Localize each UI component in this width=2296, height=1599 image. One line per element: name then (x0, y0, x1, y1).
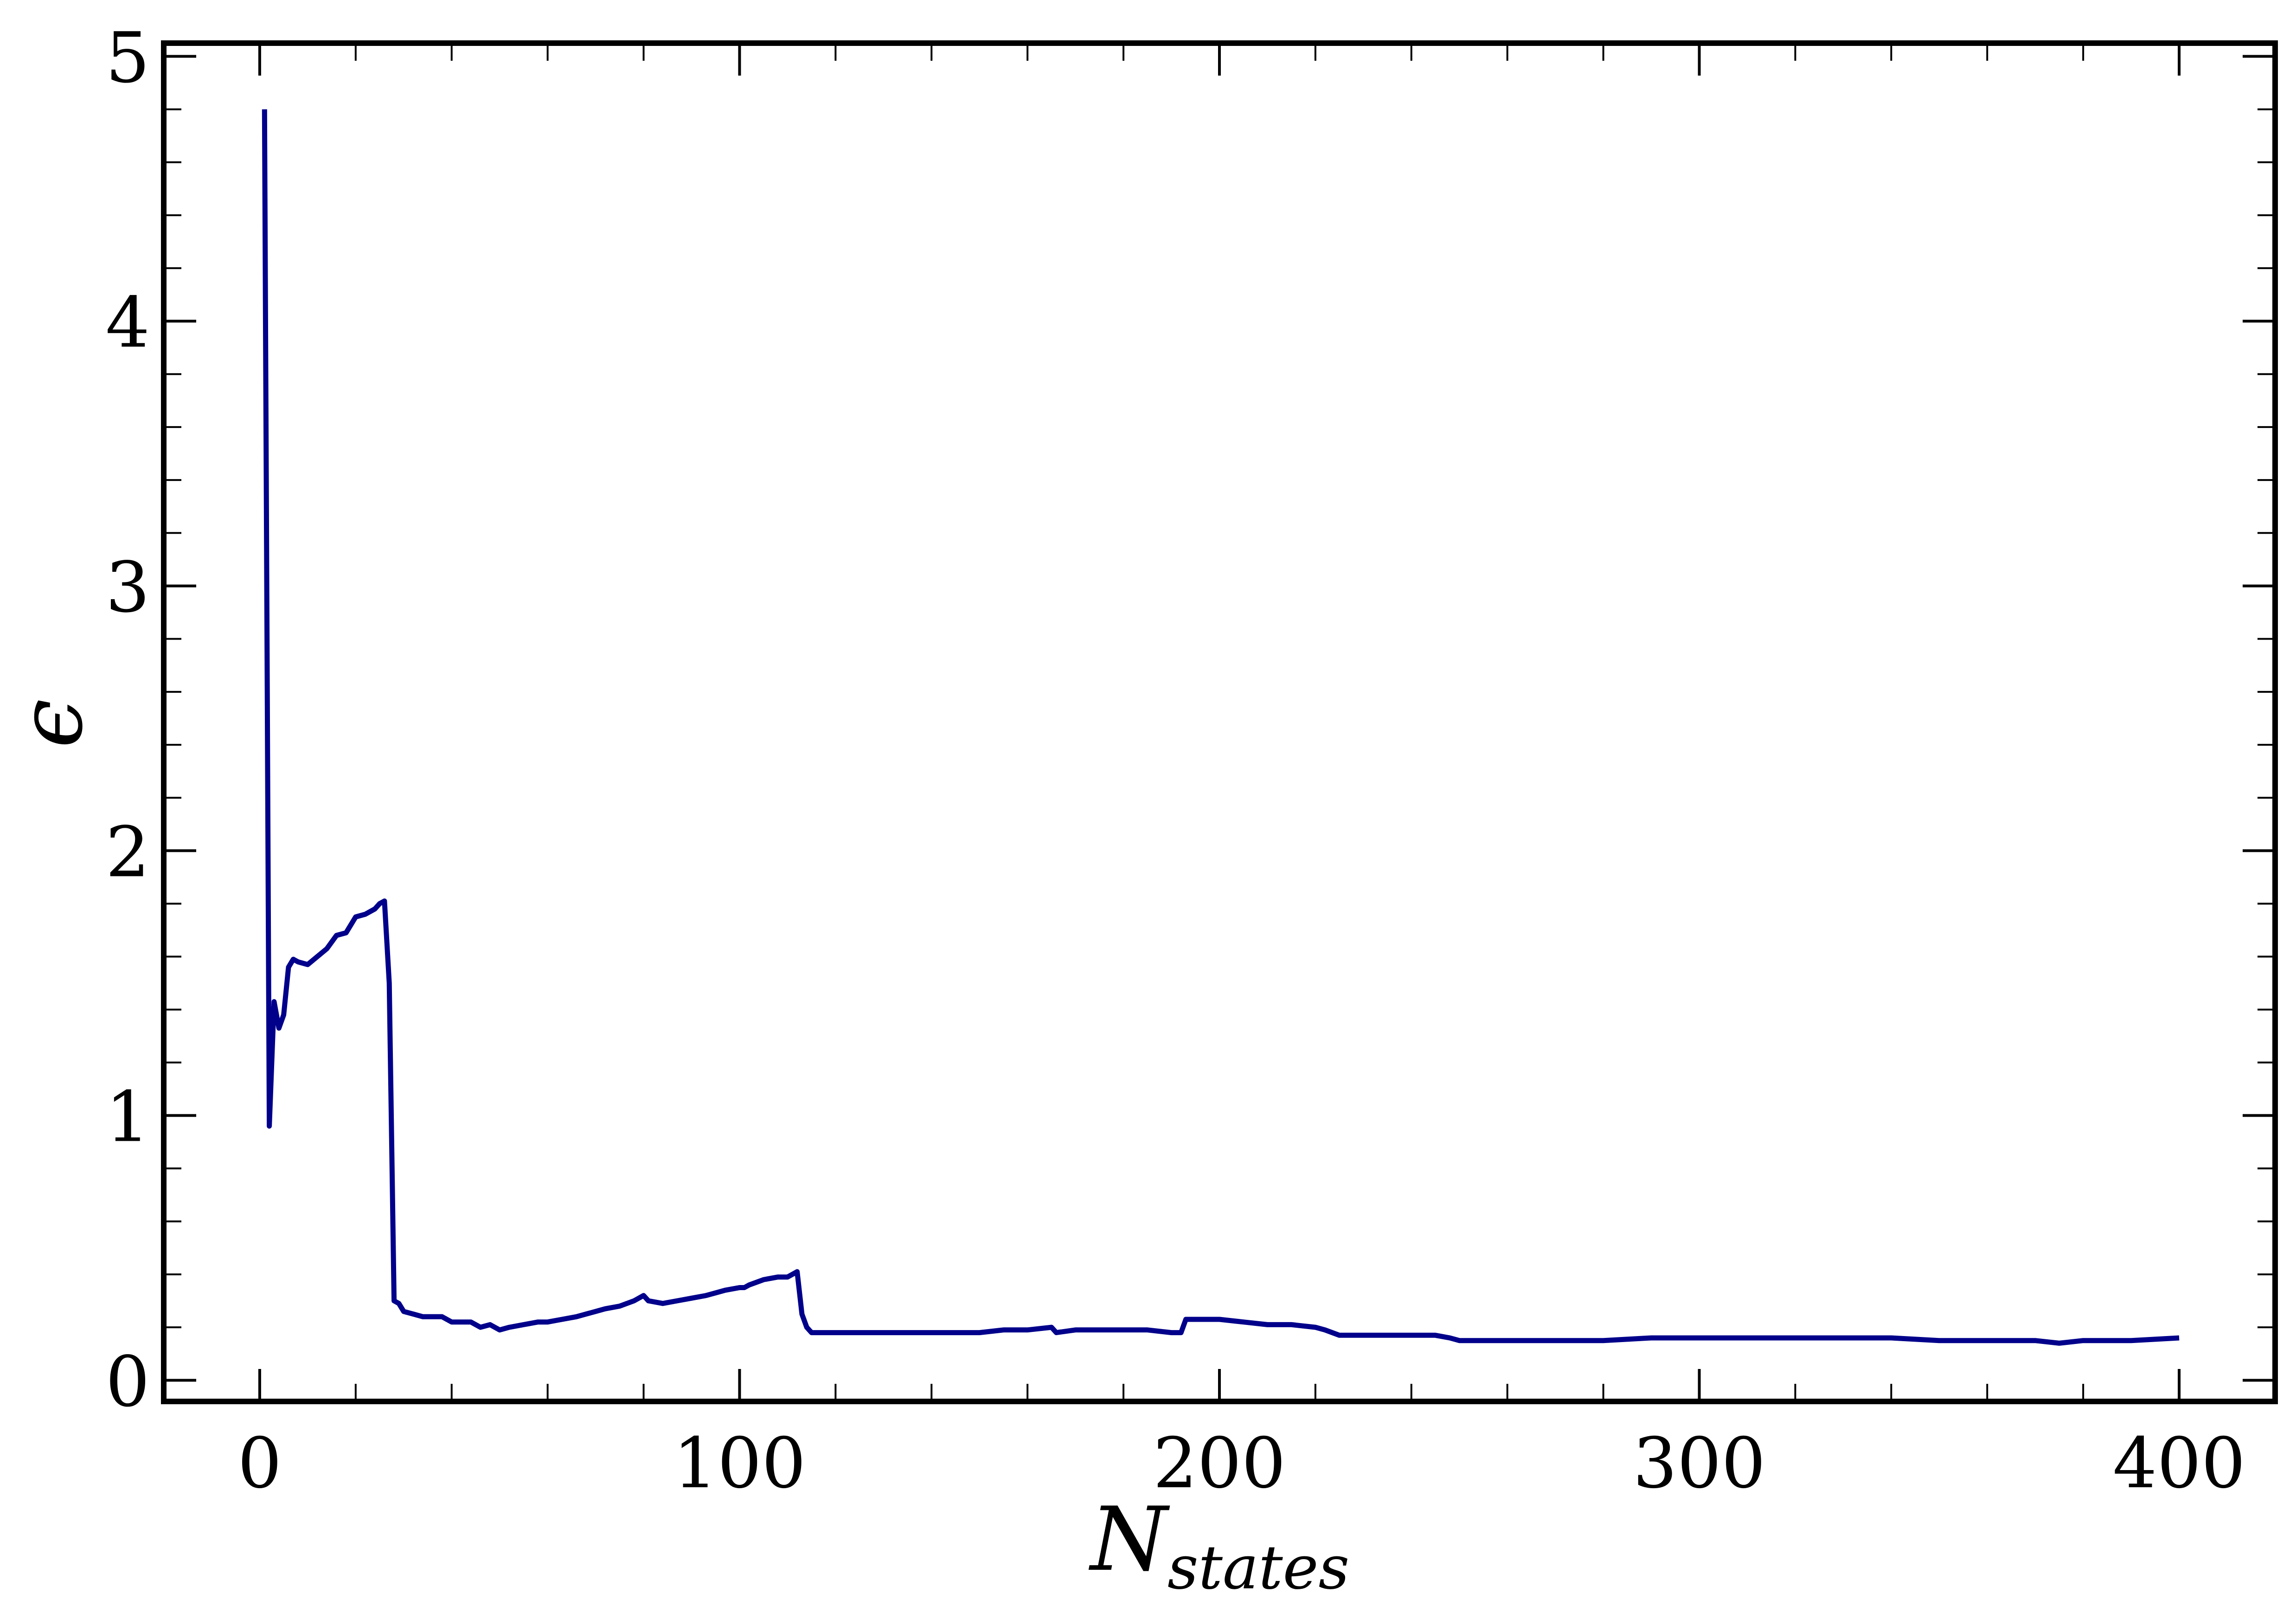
major-ticks (164, 43, 2275, 1401)
y-tick-label: 0 (106, 1342, 150, 1422)
y-tick-label: 4 (106, 283, 150, 364)
y-tick-label: 3 (106, 547, 150, 628)
y-axis-label: ϵ (0, 699, 102, 748)
x-axis-label-main: N (1089, 1488, 1170, 1591)
y-tick-label: 5 (106, 18, 150, 99)
series-line (262, 109, 2180, 1346)
x-axis-label-subscript: states (1167, 1532, 1349, 1599)
y-tick-label: 2 (106, 812, 150, 893)
x-tick-label: 200 (1153, 1423, 1286, 1504)
y-tick-labels: 0 1 2 3 4 5 (106, 18, 150, 1423)
plot-frame (161, 40, 2278, 1404)
x-tick-labels: 0 100 200 300 400 (237, 1423, 2245, 1504)
x-tick-label: 100 (673, 1423, 806, 1504)
x-tick-label: 0 (237, 1423, 282, 1504)
series-layer (262, 109, 2180, 1346)
x-tick-label: 400 (2113, 1423, 2245, 1504)
x-axis-label: Nstates (1089, 1488, 1350, 1599)
minor-ticks (163, 43, 2276, 1401)
y-tick-label: 1 (106, 1077, 150, 1158)
x-tick-label: 300 (1633, 1423, 1765, 1504)
